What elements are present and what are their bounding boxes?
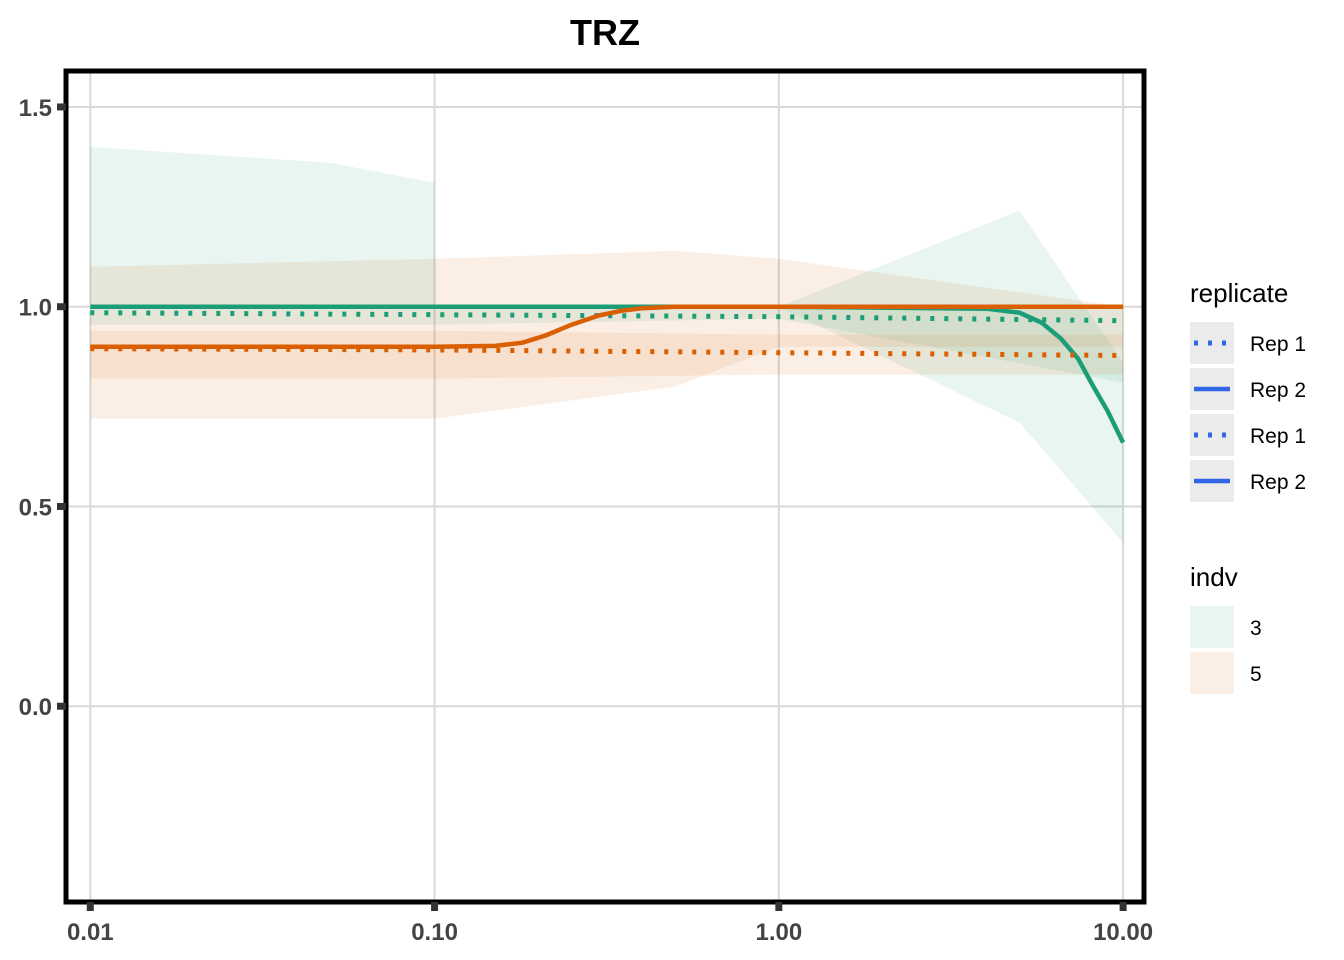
x-tick-label-3: 10.00: [1093, 919, 1153, 946]
legend-title-indv: indv: [1190, 562, 1238, 592]
plot-border: [63, 68, 1147, 905]
legend-label-replicate-0: Rep 1: [1250, 333, 1306, 356]
ribbon-indv5-4: [90, 250, 1124, 419]
y-tick-label-0: 0.0: [19, 694, 52, 721]
legend-key-fill-indv-5: [1190, 652, 1234, 694]
ribbon-indv3-0: [90, 146, 435, 307]
ribbon-indv5-5: [90, 330, 1124, 379]
legend-label-replicate-3: Rep 2: [1250, 471, 1306, 494]
ribbon-indv3-2: [778, 210, 1124, 543]
legend-label-replicate-1: Rep 2: [1250, 379, 1306, 402]
ribbons: [90, 146, 1124, 543]
axis-ticks: 0.01 0.10 1.00 10.00 0.0 0.5 1.0 1.5: [19, 95, 1154, 946]
legend-label-indv-3: 3: [1250, 617, 1262, 640]
legend: replicate Rep 1 Rep 2 Rep 1 Rep 2 indv 3 5: [1190, 278, 1306, 694]
series-line-indv5-rep-2: [90, 304, 1124, 349]
chart-title: TRZ: [570, 12, 640, 53]
legend-label-replicate-2: Rep 1: [1250, 425, 1306, 448]
y-tick-label-2: 1.0: [19, 295, 52, 322]
series-lines: [90, 304, 1126, 444]
y-tick-label-1: 0.5: [19, 494, 52, 521]
x-tick-label-0: 0.01: [67, 919, 114, 946]
legend-label-indv-5: 5: [1250, 663, 1262, 686]
x-tick-label-2: 1.00: [755, 919, 802, 946]
legend-key-fill-indv-3: [1190, 606, 1234, 648]
y-tick-label-3: 1.5: [19, 95, 52, 122]
ribbon-indv3-3: [90, 306, 1124, 383]
x-tick-label-1: 0.10: [411, 919, 458, 946]
legend-title-replicate: replicate: [1190, 278, 1288, 308]
